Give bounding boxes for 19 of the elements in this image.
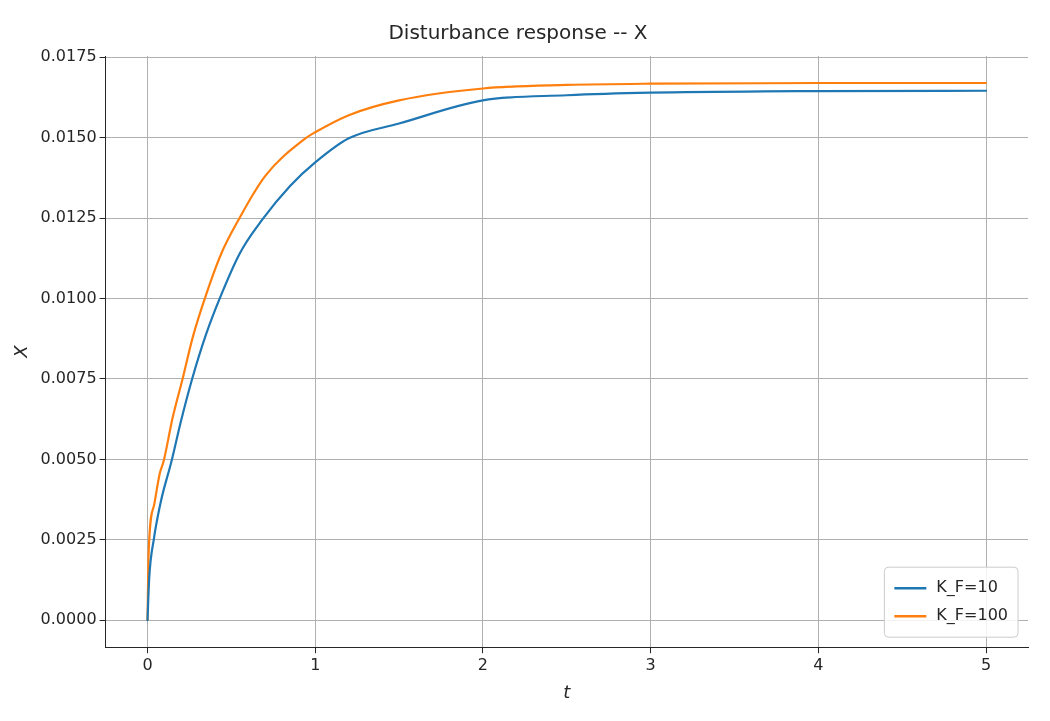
y-tick-label: 0.0050: [40, 448, 97, 468]
x-tick-label: 1: [310, 654, 321, 674]
y-tick-label: 0.0100: [40, 287, 97, 307]
y-tick-label: 0.0150: [40, 126, 97, 146]
x-tick-label: 2: [477, 654, 489, 674]
x-tick-label: 3: [645, 654, 656, 674]
x-tick-label: 0: [142, 654, 153, 674]
y-tick-label: 0.0175: [40, 46, 97, 66]
x-axis-title: t: [563, 680, 572, 702]
y-tick-label: 0.0075: [40, 368, 97, 388]
y-axis-title: X: [10, 344, 32, 359]
y-tick-label: 0.0025: [40, 528, 97, 548]
y-tick-label: 0.0125: [40, 207, 97, 227]
legend-label: K_F=100: [936, 605, 1008, 626]
chart-title: Disturbance response -- X: [388, 20, 648, 45]
x-tick-label: 4: [813, 654, 824, 674]
legend-label: K_F=10: [936, 577, 998, 598]
y-tick-label: 0.0000: [40, 609, 97, 629]
x-tick-label: 5: [980, 654, 992, 674]
